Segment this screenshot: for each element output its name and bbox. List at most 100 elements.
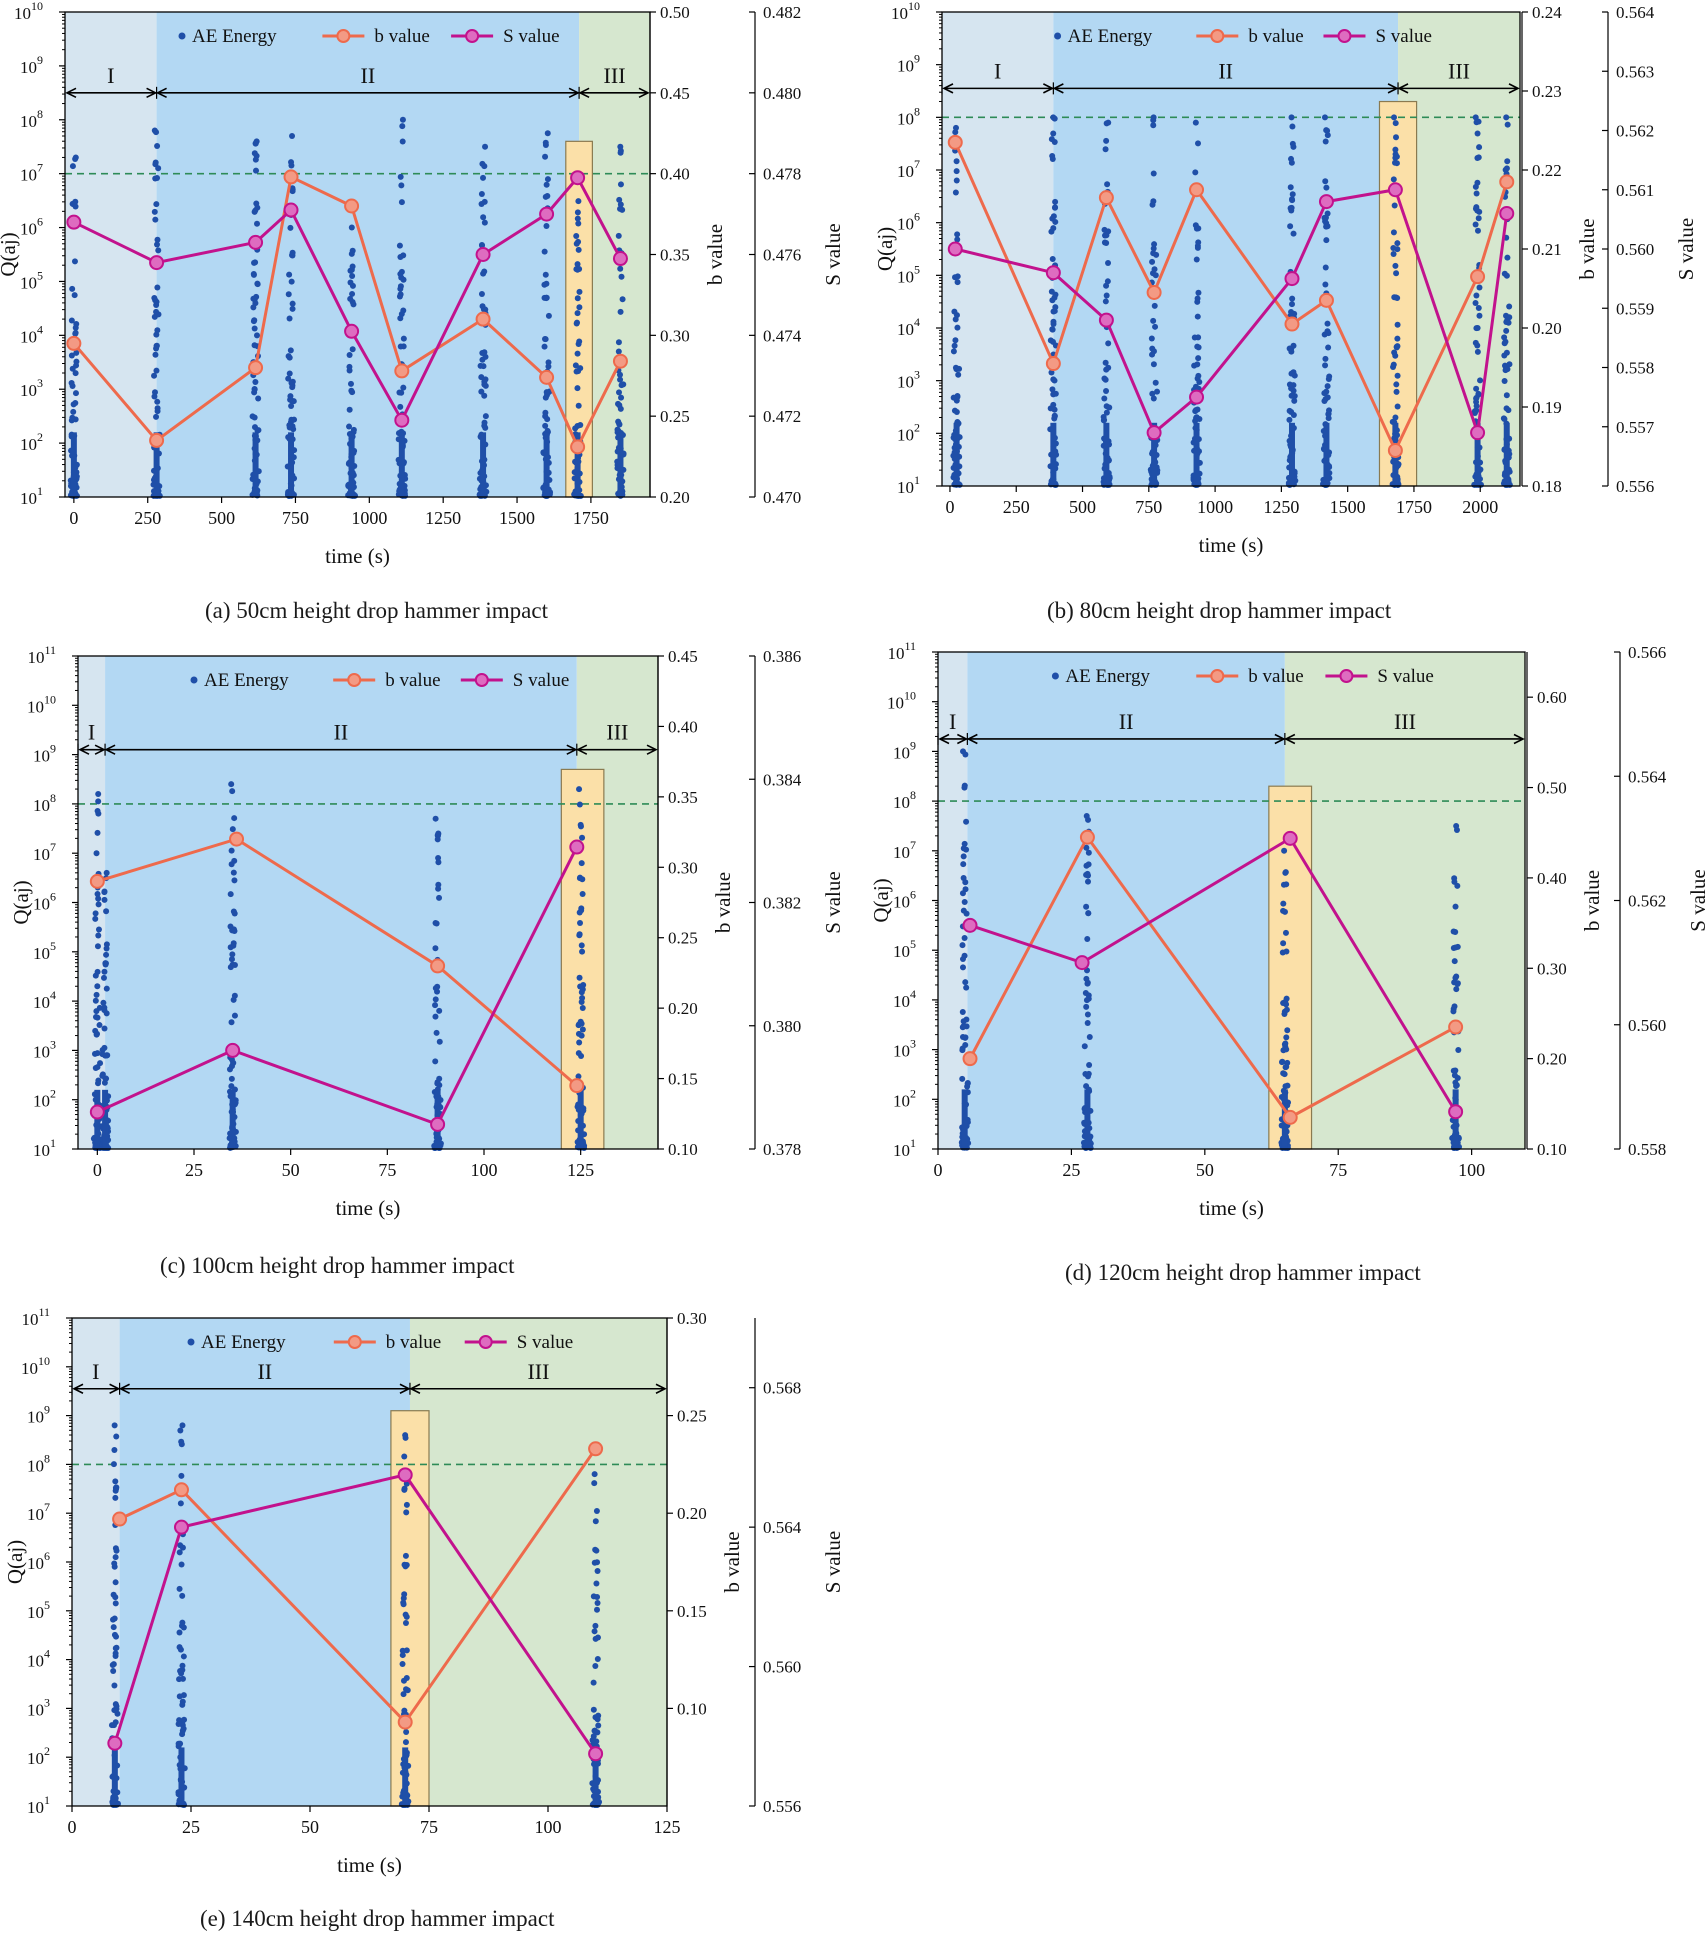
y2-tick-label: 0.18 xyxy=(1532,477,1562,496)
stage-3-region xyxy=(1398,12,1520,486)
s-value-point xyxy=(1074,955,1090,971)
legend-s-label: S value xyxy=(503,26,559,47)
x-tick-label: 500 xyxy=(1069,497,1096,517)
b-value-point xyxy=(1098,190,1114,206)
y1-tick-label: 105 xyxy=(33,939,56,963)
y2-tick-label: 0.35 xyxy=(668,788,698,807)
s-value-point xyxy=(394,412,410,428)
stage-label-2: II xyxy=(257,1359,272,1384)
y1-tick-label: 107 xyxy=(33,840,56,864)
b-value-point xyxy=(1387,442,1403,458)
y1-tick-label: 104 xyxy=(27,1647,50,1671)
s-value-point xyxy=(1284,271,1300,287)
y1-tick-label: 1010 xyxy=(27,692,56,716)
b-value-point xyxy=(112,1511,128,1527)
y1-tick-label: 1010 xyxy=(887,689,916,713)
y1-axis-title: Q(aj) xyxy=(873,227,897,271)
b-value-point xyxy=(475,311,491,327)
s-value-point xyxy=(149,255,165,271)
legend-energy-marker xyxy=(1054,32,1062,40)
b-value-point xyxy=(1189,182,1205,198)
x-tick-label: 50 xyxy=(282,1160,300,1180)
legend-s-marker xyxy=(1339,669,1354,683)
y1-tick-label: 108 xyxy=(20,107,43,131)
legend-b-label: b value xyxy=(386,1332,441,1353)
y3-axis-title: S value xyxy=(1686,869,1706,931)
y3-tick-label: 0.559 xyxy=(1616,299,1654,318)
b-value-line xyxy=(96,837,578,1087)
stage-label-3: III xyxy=(527,1359,549,1384)
x-axis: 0 25 50 75 100 125 xyxy=(68,1806,681,1837)
b-value-point xyxy=(1499,174,1515,190)
y2-tick-label: 0.24 xyxy=(1532,3,1562,22)
y1-tick-label: 107 xyxy=(893,838,916,862)
x-axis: 0 25 50 75 100 125 xyxy=(93,1149,594,1180)
legend-energy-marker xyxy=(178,32,186,40)
b-value-point xyxy=(1045,356,1061,372)
stage-arrows xyxy=(941,82,1520,95)
y1-tick-label: 107 xyxy=(20,161,43,185)
stage-label-3: III xyxy=(604,63,626,88)
s-value-point xyxy=(1499,205,1515,221)
energy-cluster-3 xyxy=(1100,119,1113,488)
y3-tick-label: 0.482 xyxy=(763,3,801,22)
y3-tick-label: 0.384 xyxy=(763,770,802,789)
x-tick-label: 1000 xyxy=(351,508,387,528)
y2-axis: 0.10 0.15 0.20 0.25 0.30 xyxy=(666,1309,707,1806)
b-value-point xyxy=(1079,829,1095,845)
b-value-line xyxy=(72,174,622,451)
s-value-line xyxy=(96,846,579,1127)
y2-tick-label: 0.20 xyxy=(660,488,690,507)
s-value-point xyxy=(1387,182,1403,198)
s-value-point xyxy=(475,247,491,262)
y1-tick-label: 103 xyxy=(33,1037,56,1061)
stage-label-3: III xyxy=(1394,709,1416,734)
y1-tick-label: 102 xyxy=(893,1086,916,1110)
legend-b-label: b value xyxy=(374,26,429,47)
y2-tick-label: 0.22 xyxy=(1532,161,1562,180)
caption-c: (c) 100cm height drop hammer impact xyxy=(160,1253,515,1278)
s-value-line xyxy=(954,188,1509,436)
y1-tick-label: 101 xyxy=(20,484,43,508)
s-value-point xyxy=(1098,312,1114,328)
s-value-point xyxy=(588,1746,604,1762)
x-tick-label: 100 xyxy=(535,1817,562,1837)
y3-tick-label: 0.474 xyxy=(763,326,802,345)
y2-tick-label: 0.20 xyxy=(677,1504,707,1523)
legend-s-marker xyxy=(478,1335,493,1349)
x-tick-label: 750 xyxy=(1135,497,1162,517)
y1-tick-label: 103 xyxy=(20,376,43,400)
y2-tick-label: 0.50 xyxy=(1537,779,1567,798)
y3-axis-title: S value xyxy=(821,1531,845,1593)
legend-b-marker xyxy=(347,1335,362,1349)
y2-axis: 0.20 0.25 0.30 0.35 0.40 0.45 0.50 xyxy=(649,3,690,507)
s-value-line xyxy=(73,175,622,424)
y1-tick-label: 106 xyxy=(20,215,43,239)
x-axis-title: time (s) xyxy=(1199,533,1264,557)
s-value-point xyxy=(1448,1104,1464,1120)
y1-tick-label: 1010 xyxy=(891,0,920,23)
y3-axis-title: S value xyxy=(1674,218,1698,280)
y1-tick-label: 104 xyxy=(33,988,56,1012)
y3-tick-label: 0.470 xyxy=(763,488,801,507)
energy-cluster-2 xyxy=(150,127,163,499)
y2-tick-label: 0.30 xyxy=(1537,959,1567,978)
stage-label-1: I xyxy=(994,58,1001,83)
y2-tick-label: 0.20 xyxy=(668,999,698,1018)
y1-tick-label: 102 xyxy=(897,420,920,444)
y1-tick-label: 101 xyxy=(893,1136,916,1160)
y1-axis: 101 102 103 104 105 106 107 108 109 1010 1011 xyxy=(887,639,938,1160)
s-value-point xyxy=(283,202,299,218)
y1-tick-label: 109 xyxy=(897,52,920,76)
x-tick-label: 0 xyxy=(68,1817,77,1837)
s-value-point xyxy=(225,1042,241,1058)
y1-tick-label: 105 xyxy=(897,262,920,286)
legend-s-label: S value xyxy=(513,670,569,691)
energy-cluster-5 xyxy=(345,224,359,499)
stage-2-region xyxy=(967,652,1285,1149)
y2-tick-label: 0.21 xyxy=(1532,240,1562,259)
s-value-point xyxy=(612,251,628,267)
y1-tick-label: 103 xyxy=(27,1695,50,1719)
b-value-point xyxy=(173,1482,189,1498)
